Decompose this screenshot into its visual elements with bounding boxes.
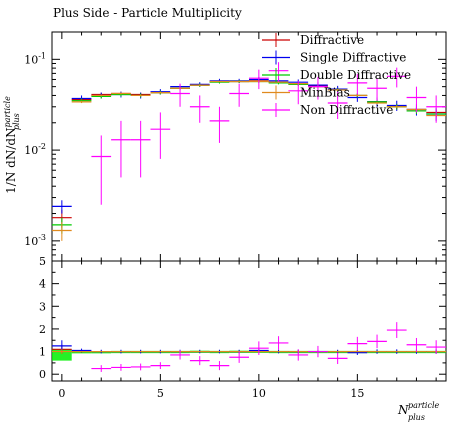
ratio-axis-ticks: 0 1 2 3 4 5 0 5 10 15 [39,255,446,400]
ratio-x-tick-label: 15 [350,387,364,400]
main-panel: 10-3 10-2 10-1 [24,31,447,262]
svg-text:particle: particle [408,401,440,410]
x-axis-label: N particle plus [397,401,440,422]
ratio-plot-frame [51,260,447,382]
main-axis-ticks: 10-3 10-2 10-1 [24,31,446,262]
ratio-panel: 0 1 2 3 4 5 0 5 10 15 [39,255,447,400]
y-axis-label: 1/N dN/dNparticleplus [3,96,21,194]
legend-label: Non Diffractive [300,103,393,117]
legend-label: Single Diffractive [300,51,406,65]
main-plot-frame [51,31,447,262]
ratio-x-tick-label: 10 [252,387,266,400]
svg-text:1/N dN/dNparticleplus: 1/N dN/dNparticleplus [3,96,21,194]
svg-text:plus: plus [408,413,425,422]
chart-title: Plus Side - Particle Multiplicity [53,6,242,20]
legend-label: MinBias [300,86,350,100]
main-series-marks [52,62,446,241]
main-y-tick-label: 10-2 [24,142,46,157]
svg-text:N: N [397,403,409,417]
ratio-y-tick-label: 5 [39,255,46,268]
legend: Diffractive Single Diffractive Double Diff… [262,33,411,117]
main-y-tick-label: 10-1 [24,51,46,66]
ratio-y-tick-label: 0 [39,368,46,381]
ratio-x-tick-label: 5 [157,387,164,400]
legend-label: Double Diffractive [300,68,411,82]
ratio-x-tick-label: 0 [58,387,65,400]
legend-label: Diffractive [300,33,364,47]
ratio-band-segment [52,349,72,361]
ratio-y-tick-label: 3 [39,300,46,313]
ratio-y-tick-label: 4 [39,278,46,291]
main-y-tick-label: 10-3 [24,233,46,248]
ratio-y-tick-label: 1 [39,346,46,359]
ratio-y-tick-label: 2 [39,323,46,336]
ratio-series-marks [52,322,446,372]
